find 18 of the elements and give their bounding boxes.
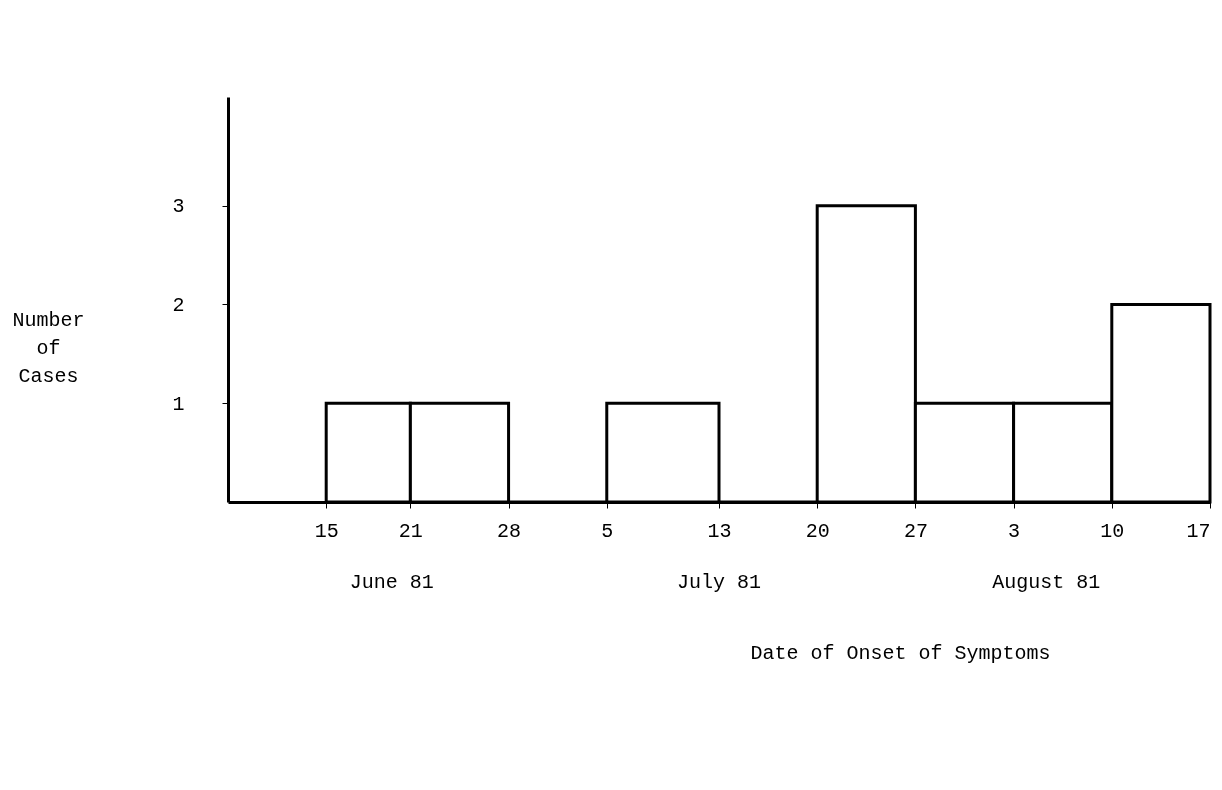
x-tick-label: 13 xyxy=(707,519,732,543)
text: August 81 xyxy=(992,571,1101,594)
y-tick-label: 2 xyxy=(172,293,185,317)
x-tick-label: 27 xyxy=(903,519,928,543)
x-tick-label: 20 xyxy=(805,519,830,543)
x-tick-label: 28 xyxy=(497,519,522,543)
y-tick-label: 1 xyxy=(172,392,185,416)
y-axis-title: Number of Cases xyxy=(12,308,85,388)
x-axis-title: Date of Onset of Symptoms xyxy=(750,641,1051,665)
x-tick-label: 5 xyxy=(601,519,614,543)
x-tick-label: 21 xyxy=(398,519,423,543)
x-tick-label: 3 xyxy=(1008,519,1021,543)
text: July 81 xyxy=(676,571,762,594)
text: June 81 xyxy=(349,571,434,594)
x-tick-label: 15 xyxy=(314,519,339,543)
x-tick-label: 10 xyxy=(1100,519,1125,543)
x-tick-label: 17 xyxy=(1186,519,1211,543)
y-tick-label: 3 xyxy=(172,195,185,219)
